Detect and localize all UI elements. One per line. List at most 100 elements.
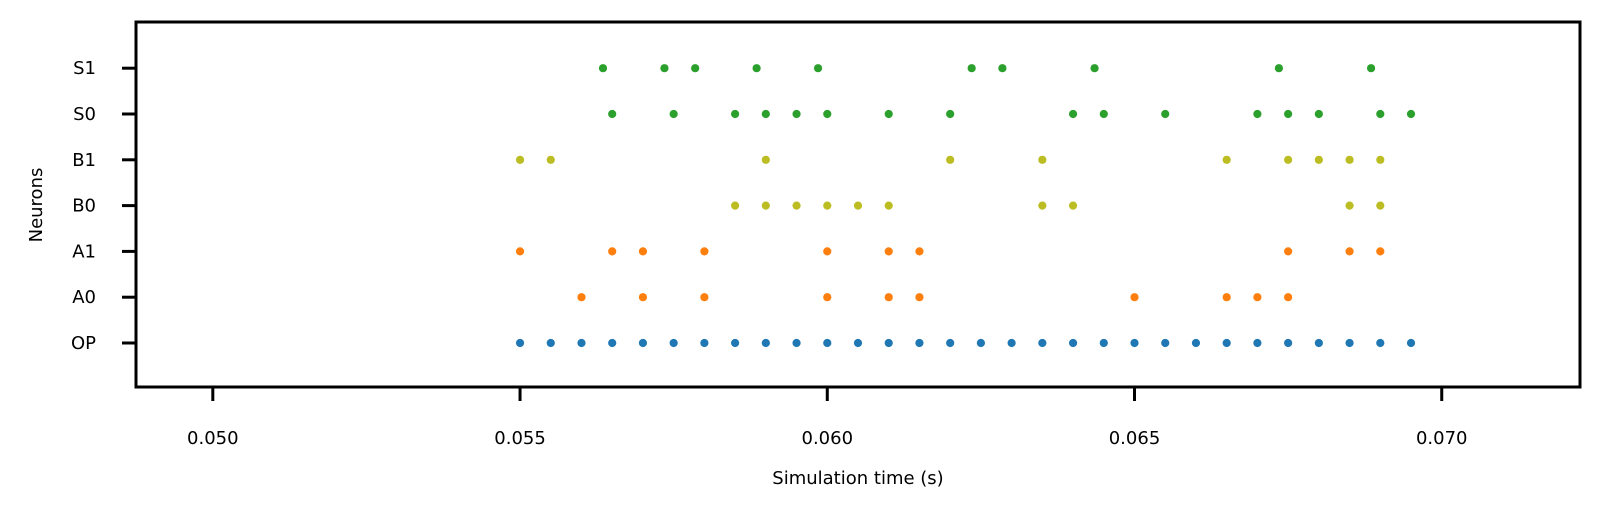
spike-point [823, 338, 832, 348]
spike-point [638, 293, 648, 302]
y-axis-title: Neurons [26, 168, 47, 243]
spike-point [1284, 293, 1293, 302]
spike-point [1284, 338, 1293, 348]
spike-point [1038, 201, 1047, 210]
spike-point [1068, 109, 1078, 119]
spike-point [998, 64, 1007, 73]
x-tick-label: 0.070 [1416, 428, 1468, 449]
spike-point [1284, 109, 1293, 119]
spike-point [1038, 155, 1047, 164]
spike-point [1314, 155, 1323, 164]
spike-point [1090, 64, 1099, 73]
spike-point [1038, 338, 1047, 348]
spike-point [813, 64, 823, 73]
y-tick-label: A0 [72, 287, 96, 308]
spike-point [1284, 247, 1293, 256]
spike-point [946, 338, 955, 348]
spike-point [792, 201, 801, 210]
spike-point [598, 64, 608, 73]
spike-point [946, 155, 955, 164]
spike-point [1345, 247, 1354, 256]
spike-point [761, 201, 770, 210]
x-axis-ticks: 0.050 0.055 0.060 0.065 0.070 [187, 387, 1468, 449]
spike-point [884, 201, 893, 210]
spike-point [546, 338, 555, 348]
x-tick-label: 0.055 [494, 428, 546, 449]
y-tick-label: S1 [73, 58, 96, 79]
y-tick-label: A1 [72, 241, 96, 262]
x-tick-label: 0.060 [802, 428, 854, 449]
spike-points [515, 64, 1416, 348]
spike-point [515, 338, 525, 348]
spike-point [792, 338, 801, 348]
spike-point [1222, 338, 1231, 348]
spike-point [660, 64, 669, 73]
spike-point [700, 247, 709, 256]
spike-point [1376, 247, 1385, 256]
spike-point [884, 293, 893, 302]
spike-point [1345, 201, 1354, 210]
spike-point [1284, 155, 1293, 164]
spike-point [967, 64, 976, 73]
spike-point [884, 109, 893, 119]
spike-point [1253, 338, 1262, 348]
spike-point [1345, 338, 1354, 348]
spike-point [884, 247, 893, 256]
spike-point [731, 201, 740, 210]
spike-point [823, 247, 832, 256]
spike-point [1376, 155, 1385, 164]
x-tick-label: 0.050 [187, 428, 239, 449]
spike-point [915, 338, 924, 348]
spike-point [853, 338, 863, 348]
spike-point [1068, 201, 1078, 210]
x-tick-label: 0.065 [1109, 428, 1161, 449]
spike-point [700, 338, 709, 348]
spike-point [731, 338, 740, 348]
spike-point [1376, 201, 1385, 210]
spike-point [761, 338, 770, 348]
spike-point [1274, 64, 1284, 73]
y-tick-label: OP [71, 333, 96, 354]
spike-point [608, 109, 617, 119]
spike-point [1314, 109, 1323, 119]
spike-point [515, 247, 525, 256]
x-axis-title: Simulation time (s) [772, 468, 943, 489]
spike-point [1253, 109, 1262, 119]
spike-point [515, 155, 525, 164]
spike-point [1406, 109, 1416, 119]
spike-point [1345, 155, 1354, 164]
spike-point [1130, 338, 1139, 348]
spike-point [946, 109, 955, 119]
spike-point [1314, 338, 1323, 348]
spike-point [691, 64, 700, 73]
spike-point [1376, 109, 1385, 119]
spike-point [976, 338, 985, 348]
spike-point [1099, 109, 1108, 119]
spike-point [823, 201, 832, 210]
spike-point [1130, 293, 1139, 302]
spike-point [669, 109, 678, 119]
spike-point [752, 64, 761, 73]
spike-point [1253, 293, 1262, 302]
spike-point [792, 109, 801, 119]
spike-point [823, 293, 832, 302]
spike-point [1366, 64, 1376, 73]
spike-point [761, 109, 770, 119]
spike-point [1191, 338, 1201, 348]
spike-point [823, 109, 832, 119]
spike-point [638, 247, 648, 256]
spike-point [884, 338, 893, 348]
y-tick-label: B0 [72, 196, 96, 217]
spike-point [915, 293, 924, 302]
y-tick-label: B1 [72, 150, 96, 171]
y-tick-label: S0 [73, 104, 96, 125]
spike-point [1007, 338, 1016, 348]
spike-point [1406, 338, 1416, 348]
spike-point [1099, 338, 1108, 348]
spike-point [546, 155, 555, 164]
spike-point [731, 109, 740, 119]
spike-point [638, 338, 648, 348]
spike-point [1222, 293, 1231, 302]
